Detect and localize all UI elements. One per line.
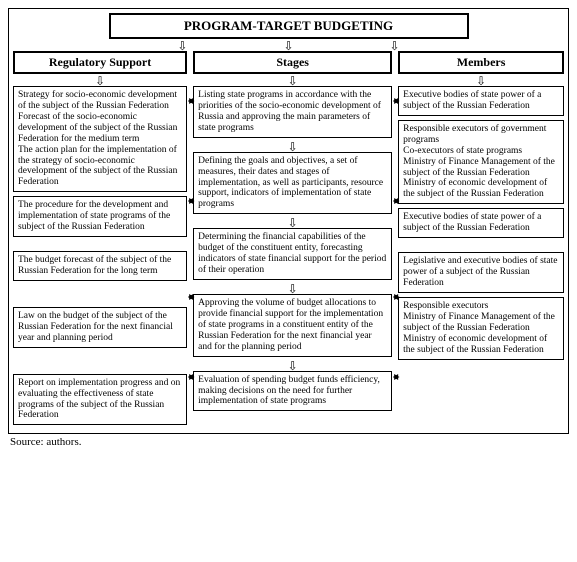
mem-box-3: Executive bodies of state power of a sub… — [398, 208, 564, 238]
arrow-down-icon: ⇩ — [193, 218, 392, 228]
col-regulatory: Regulatory Support ⇩ Strategy for socio-… — [13, 51, 187, 429]
col-stages: Stages ⇩ Listing state programs in accor… — [193, 51, 392, 429]
reg-box-3: The budget forecast of the subject of th… — [13, 251, 187, 281]
stage-box-1: Listing state programs in accordance wit… — [193, 86, 392, 138]
arrow-down-icon: ⇩ — [398, 76, 564, 86]
header-regulatory: Regulatory Support — [13, 51, 187, 74]
arrow-down-icon: ⇩ — [193, 76, 392, 86]
source-caption: Source: authors. — [10, 436, 569, 448]
arrow-down-icon: ⇩ — [193, 361, 392, 371]
col-members: Members ⇩ Executive bodies of state powe… — [398, 51, 564, 429]
stage-box-3: Determining the financial capabilities o… — [193, 228, 392, 280]
mem-box-4: Legislative and executive bodies of stat… — [398, 252, 564, 293]
arrow-down-icon: ⇩ — [193, 284, 392, 294]
main-title: PROGRAM-TARGET BUDGETING — [109, 13, 469, 39]
arrow-down-icon: ⇩ — [13, 76, 187, 86]
columns-container: Regulatory Support ⇩ Strategy for socio-… — [13, 51, 564, 429]
mem-box-1: Executive bodies of state power of a sub… — [398, 86, 564, 116]
arrow-down-icon: ⇩ ⇩ ⇩ — [13, 41, 564, 51]
reg-box-4: Law on the budget of the subject of the … — [13, 307, 187, 348]
reg-box-2: The procedure for the development and im… — [13, 196, 187, 237]
stage-box-2: Defining the goals and objectives, a set… — [193, 152, 392, 215]
header-stages: Stages — [193, 51, 392, 74]
mem-box-5: Responsible executorsMinistry of Finance… — [398, 297, 564, 360]
header-members: Members — [398, 51, 564, 74]
stage-box-5: Evaluation of spending budget funds effi… — [193, 371, 392, 412]
arrow-down-icon: ⇩ — [193, 142, 392, 152]
stage-box-4: Approving the volume of budget allocatio… — [193, 294, 392, 357]
mem-box-2: Responsible executors of government prog… — [398, 120, 564, 204]
reg-box-1: Strategy for socio-economic development … — [13, 86, 187, 192]
reg-box-5: Report on implementation progress and on… — [13, 374, 187, 426]
diagram-frame: PROGRAM-TARGET BUDGETING ⇩ ⇩ ⇩ Regulator… — [8, 8, 569, 434]
